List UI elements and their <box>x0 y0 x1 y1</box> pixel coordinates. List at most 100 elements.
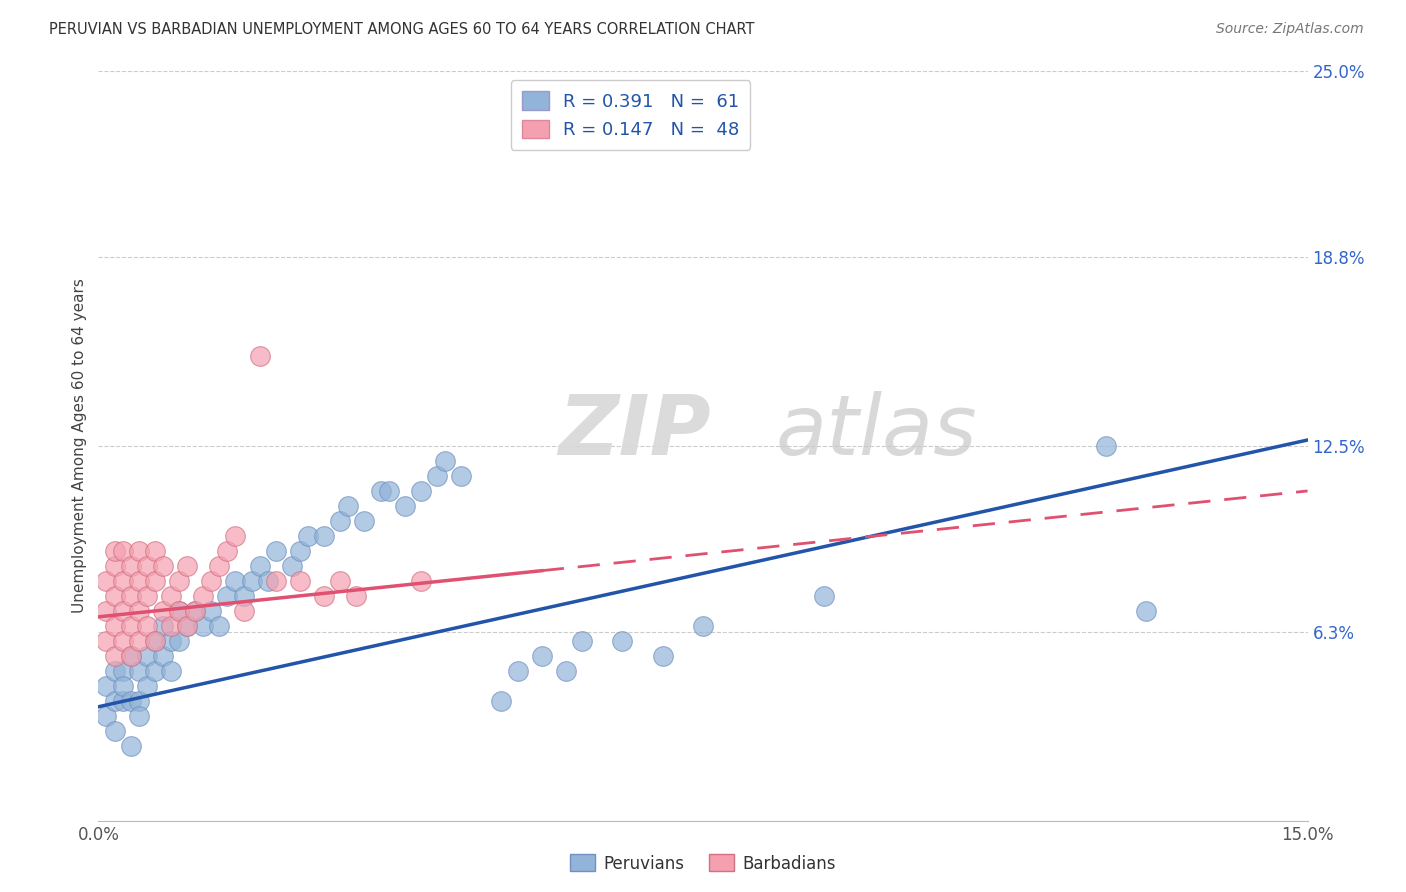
Point <box>314 529 336 543</box>
Point <box>143 633 166 648</box>
Point <box>281 558 304 573</box>
Point <box>167 574 190 588</box>
Point <box>167 604 190 618</box>
Point <box>143 664 166 678</box>
Point <box>240 574 263 588</box>
Point <box>176 619 198 633</box>
Point <box>103 619 125 633</box>
Point <box>135 648 157 663</box>
Point <box>409 574 432 588</box>
Point <box>450 469 472 483</box>
Point <box>152 619 174 633</box>
Point <box>143 544 166 558</box>
Point <box>160 589 183 603</box>
Point <box>344 589 367 603</box>
Point <box>224 574 246 588</box>
Point <box>135 619 157 633</box>
Point <box>135 589 157 603</box>
Point <box>288 544 311 558</box>
Point <box>96 633 118 648</box>
Point <box>813 589 835 603</box>
Point <box>103 723 125 738</box>
Point <box>103 664 125 678</box>
Point <box>1095 439 1118 453</box>
Point <box>128 604 150 618</box>
Point <box>96 604 118 618</box>
Point <box>120 739 142 753</box>
Point <box>160 619 183 633</box>
Point <box>555 664 578 678</box>
Point <box>329 514 352 528</box>
Point <box>111 544 134 558</box>
Point <box>506 664 529 678</box>
Point <box>120 558 142 573</box>
Point <box>111 574 134 588</box>
Point <box>314 589 336 603</box>
Point <box>491 694 513 708</box>
Text: ZIP: ZIP <box>558 391 710 472</box>
Point <box>208 558 231 573</box>
Point <box>152 558 174 573</box>
Point <box>103 694 125 708</box>
Point <box>111 604 134 618</box>
Point <box>103 589 125 603</box>
Point <box>232 604 254 618</box>
Text: PERUVIAN VS BARBADIAN UNEMPLOYMENT AMONG AGES 60 TO 64 YEARS CORRELATION CHART: PERUVIAN VS BARBADIAN UNEMPLOYMENT AMONG… <box>49 22 755 37</box>
Point <box>208 619 231 633</box>
Point <box>143 574 166 588</box>
Point <box>128 694 150 708</box>
Point <box>120 694 142 708</box>
Point <box>160 633 183 648</box>
Point <box>217 544 239 558</box>
Point <box>167 604 190 618</box>
Point <box>1135 604 1157 618</box>
Point <box>200 604 222 618</box>
Point <box>530 648 553 663</box>
Point <box>329 574 352 588</box>
Point <box>128 544 150 558</box>
Point <box>692 619 714 633</box>
Point <box>96 708 118 723</box>
Point <box>167 633 190 648</box>
Point <box>120 619 142 633</box>
Point <box>184 604 207 618</box>
Point <box>96 574 118 588</box>
Point <box>264 544 287 558</box>
Point <box>434 454 457 468</box>
Point <box>143 633 166 648</box>
Point <box>184 604 207 618</box>
Point <box>128 633 150 648</box>
Point <box>193 589 215 603</box>
Point <box>409 483 432 498</box>
Point <box>111 679 134 693</box>
Point <box>96 679 118 693</box>
Point <box>426 469 449 483</box>
Point <box>152 648 174 663</box>
Point <box>232 589 254 603</box>
Text: atlas: atlas <box>776 391 977 472</box>
Point <box>176 619 198 633</box>
Point <box>120 589 142 603</box>
Point <box>103 648 125 663</box>
Point <box>370 483 392 498</box>
Point <box>128 664 150 678</box>
Legend: R = 0.391   N =  61, R = 0.147   N =  48: R = 0.391 N = 61, R = 0.147 N = 48 <box>510 80 751 150</box>
Point <box>152 604 174 618</box>
Point <box>128 574 150 588</box>
Point <box>193 619 215 633</box>
Point <box>651 648 673 663</box>
Point <box>353 514 375 528</box>
Point <box>337 499 360 513</box>
Point <box>264 574 287 588</box>
Point <box>103 558 125 573</box>
Y-axis label: Unemployment Among Ages 60 to 64 years: Unemployment Among Ages 60 to 64 years <box>72 278 87 614</box>
Point <box>128 708 150 723</box>
Point <box>256 574 278 588</box>
Point <box>135 558 157 573</box>
Point <box>612 633 634 648</box>
Point <box>249 349 271 363</box>
Point <box>111 694 134 708</box>
Point <box>217 589 239 603</box>
Point <box>176 558 198 573</box>
Point <box>111 664 134 678</box>
